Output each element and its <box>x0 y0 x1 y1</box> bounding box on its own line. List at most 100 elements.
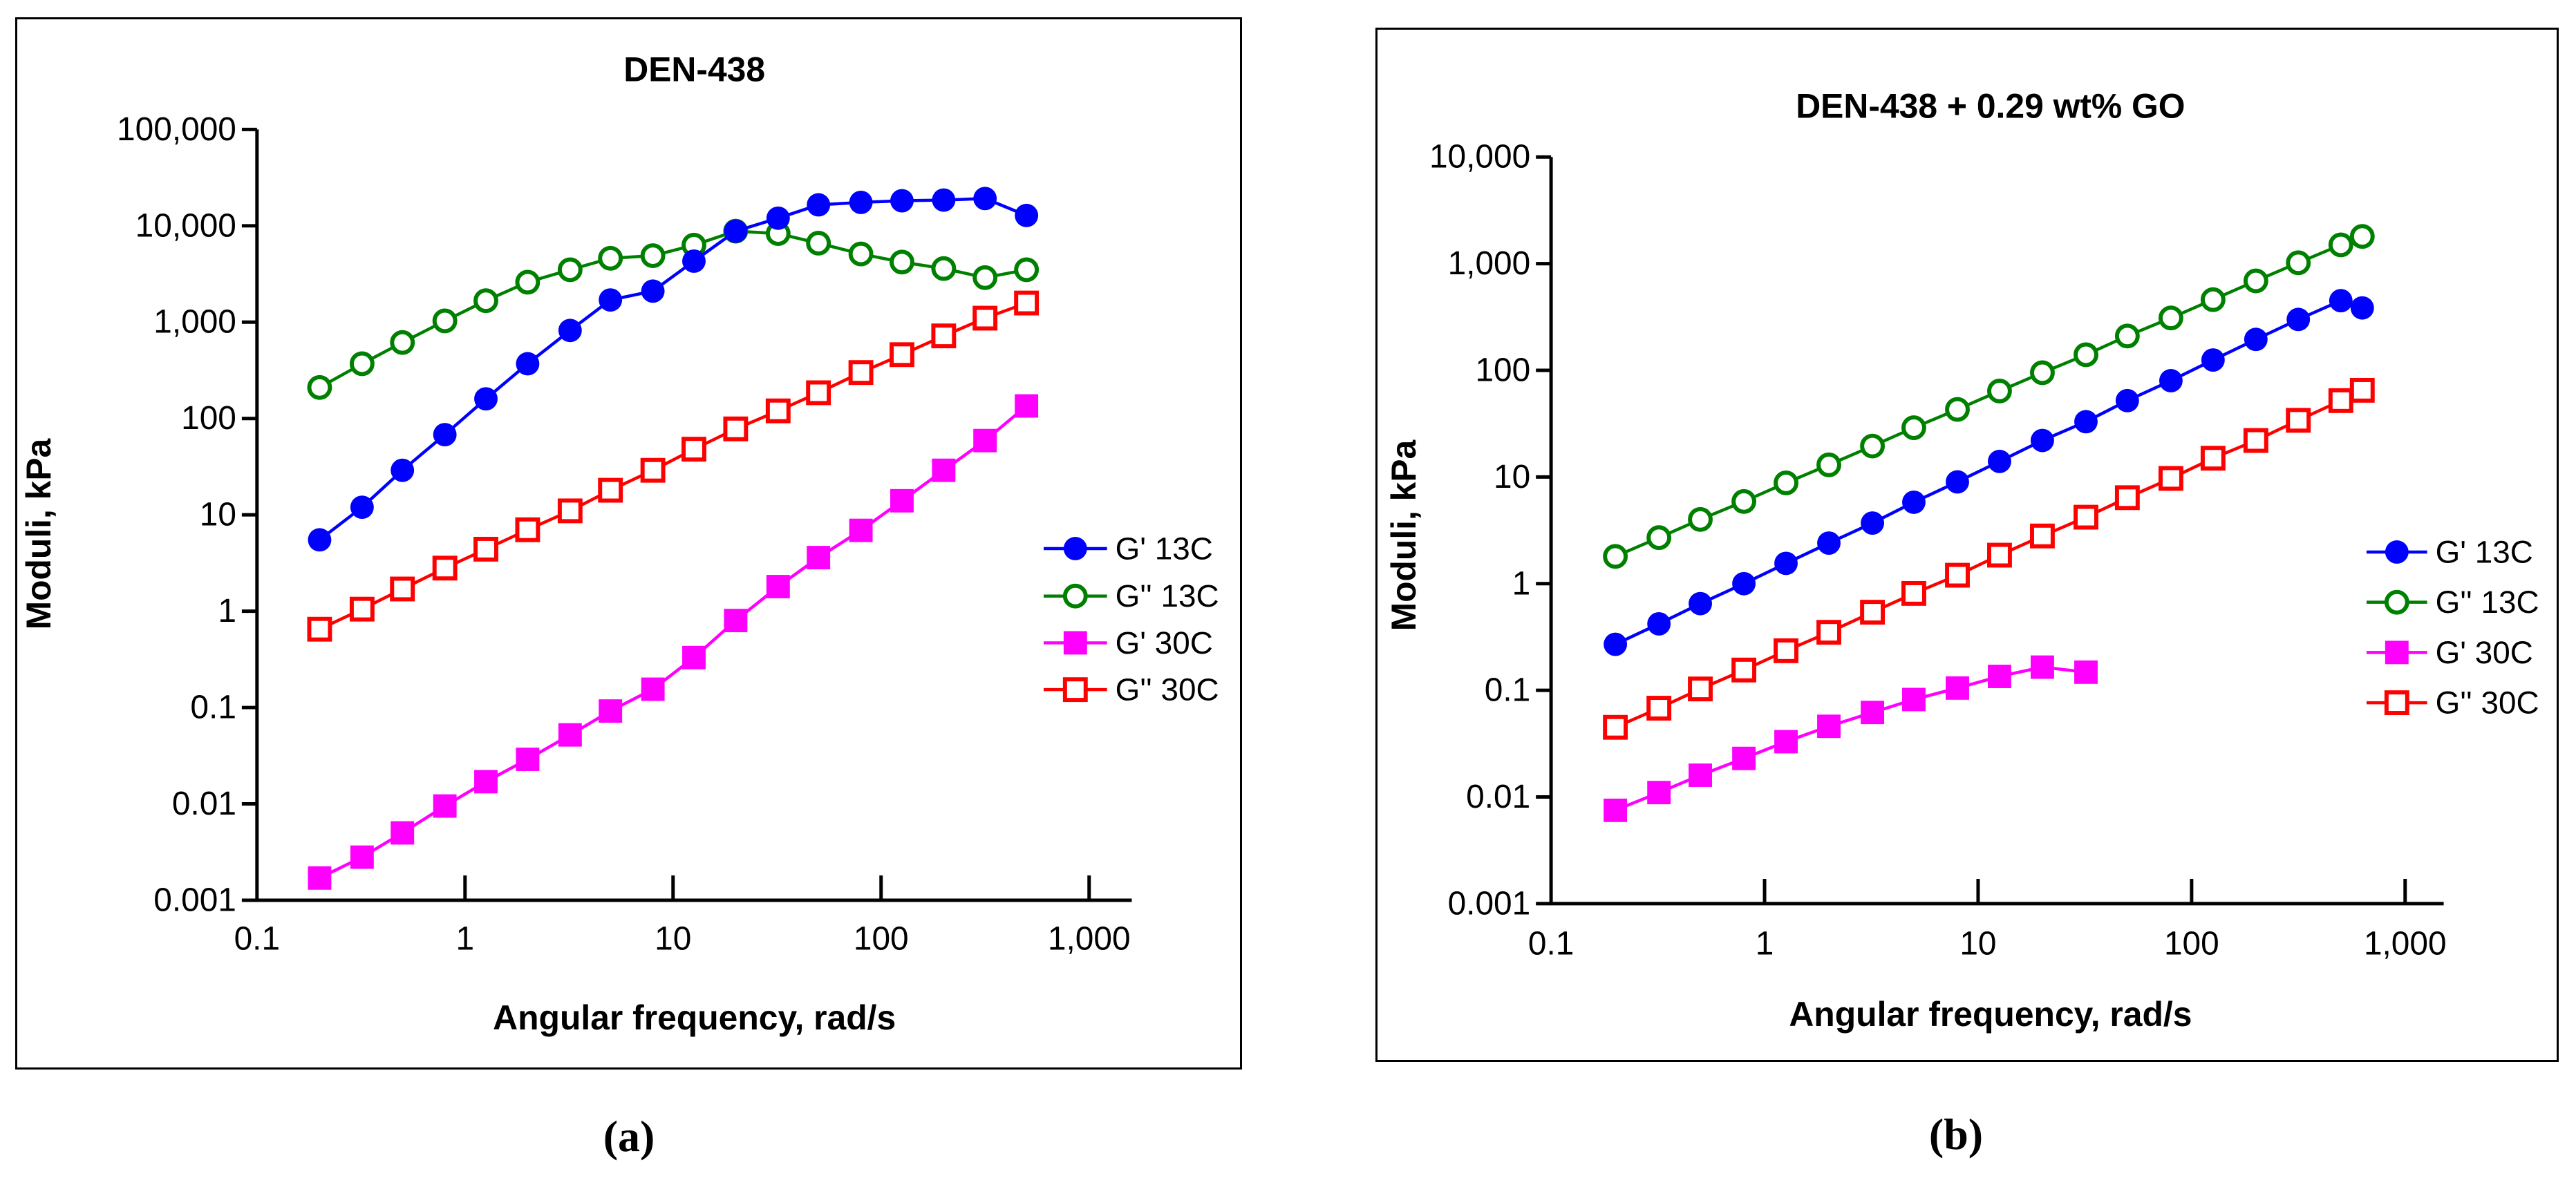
data-point-g-13c <box>807 193 831 217</box>
chart-title: DEN-438 + 0.29 wt% GO <box>1796 86 2185 125</box>
data-point-g-30c <box>2328 388 2353 413</box>
data-point-g-30c <box>2286 408 2311 433</box>
data-point-g-13c <box>682 249 706 273</box>
caption-a: (a) <box>603 1112 655 1161</box>
data-point-g-30c <box>1946 676 1969 700</box>
data-point-g-30c <box>433 794 457 818</box>
data-point-g-30c <box>1647 781 1671 805</box>
data-point-g-13c <box>932 188 956 212</box>
legend-label: G'' 30C <box>2436 685 2539 721</box>
x-tick-label: 1 <box>1756 926 1774 962</box>
data-point-g-30c <box>1688 676 1713 702</box>
series-g-30c <box>307 290 1040 642</box>
y-tick-label: 1,000 <box>153 304 236 341</box>
y-tick-label: 10 <box>1494 459 1530 495</box>
legend-marker-g-30c <box>1062 677 1088 703</box>
x-tick-label: 100 <box>854 921 909 958</box>
data-point-g-30c <box>890 488 914 513</box>
data-point-g-13c <box>1902 490 1926 514</box>
data-point-g-13c <box>2159 369 2183 392</box>
data-point-g-30c <box>2114 485 2140 511</box>
data-point-g-13c <box>2243 268 2268 294</box>
data-point-g-13c <box>598 245 623 271</box>
data-point-g-30c <box>2030 655 2054 679</box>
series-line-g-30c <box>319 301 1027 631</box>
data-point-g-30c <box>641 677 665 701</box>
data-point-g-30c <box>350 845 374 869</box>
data-point-g-30c <box>474 770 498 794</box>
legend-item-g-13c: G' 13C <box>1043 531 1213 566</box>
data-point-g-30c <box>890 342 914 368</box>
data-point-g-30c <box>308 866 332 890</box>
y-tick-label: 1,000 <box>1448 245 1531 282</box>
legend-label: G' 30C <box>1116 625 1213 661</box>
y-tick-label: 10,000 <box>135 207 236 244</box>
data-point-g-13c <box>2328 232 2353 258</box>
data-point-g-13c <box>1688 506 1713 532</box>
data-point-g-30c <box>1901 580 1926 606</box>
data-point-g-13c <box>1988 449 2011 473</box>
legend-label: G'' 30C <box>1116 672 1219 707</box>
series-g-13c <box>308 187 1039 552</box>
y-tick-label: 10,000 <box>1429 139 1530 175</box>
data-point-g-13c <box>350 495 374 520</box>
data-point-g-13c <box>1945 397 1970 422</box>
data-point-g-13c <box>308 528 332 552</box>
data-point-g-30c <box>1732 746 1756 770</box>
y-tick-label: 1 <box>218 593 236 629</box>
data-point-g-13c <box>1774 471 1798 495</box>
data-point-g-30c <box>473 536 498 562</box>
series-line-g-30c <box>1615 665 2087 812</box>
data-point-g-30c <box>723 416 749 441</box>
data-point-g-30c <box>598 477 623 503</box>
data-point-g-30c <box>932 458 956 482</box>
data-point-g-13c <box>2286 307 2311 332</box>
chart-a: DEN-438 Angular frequency, rad/s Moduli, k… <box>19 50 1219 1038</box>
data-point-g-30c <box>973 428 997 453</box>
data-point-g-13c <box>1774 551 1798 576</box>
data-point-g-30c <box>515 517 540 542</box>
data-point-g-13c <box>848 241 874 267</box>
data-point-g-30c <box>2158 466 2183 491</box>
data-point-g-30c <box>1015 394 1039 418</box>
legend-item-g-30c: G'' 30C <box>2366 685 2539 721</box>
data-point-g-30c <box>2349 377 2375 403</box>
data-point-g-30c <box>848 360 874 386</box>
series-g-30c <box>308 394 1039 890</box>
y-tick-label: 0.01 <box>172 786 236 822</box>
data-point-g-13c <box>2115 388 2139 412</box>
data-point-g-13c <box>557 257 583 283</box>
data-point-g-30c <box>516 748 540 771</box>
data-point-g-30c <box>1861 701 1885 725</box>
data-point-g-13c <box>516 352 540 376</box>
x-tick-label: 1 <box>456 921 475 958</box>
data-point-g-30c <box>1774 638 1798 663</box>
data-point-g-13c <box>2029 360 2055 386</box>
legend-label: G'' 13C <box>1116 578 1219 614</box>
data-point-g-30c <box>432 555 458 581</box>
legend-item-g-30c: G' 30C <box>1043 625 1213 661</box>
x-tick-label: 100 <box>2164 926 2219 962</box>
data-point-g-30c <box>599 699 623 723</box>
data-point-g-30c <box>307 616 332 642</box>
data-point-g-30c <box>1604 798 1628 822</box>
series-g-30c <box>1603 377 2375 740</box>
data-point-g-13c <box>806 231 831 256</box>
figure-panel-b: DEN-438 + 0.29 wt% GO Angular frequency, … <box>1375 28 2559 1062</box>
data-point-g-13c <box>307 374 332 400</box>
x-tick-label: 10 <box>655 921 691 958</box>
legend-marker-g-13c <box>1063 537 1087 560</box>
legend-marker-g-13c <box>2384 589 2409 615</box>
data-point-g-13c <box>640 243 666 268</box>
data-point-g-13c <box>432 308 458 334</box>
data-point-g-13c <box>599 288 623 312</box>
data-point-g-30c <box>2029 523 2055 549</box>
legend-marker-g-30c <box>2384 690 2409 716</box>
data-point-g-13c <box>890 249 914 275</box>
data-point-g-13c <box>1731 488 1757 514</box>
y-axis-label: Moduli, kPa <box>1384 439 1423 631</box>
legend-item-g-13c: G'' 13C <box>1043 578 1219 614</box>
legend-label: G' 13C <box>2436 534 2533 569</box>
data-point-g-30c <box>1817 714 1841 739</box>
data-point-g-13c <box>1732 571 1756 596</box>
